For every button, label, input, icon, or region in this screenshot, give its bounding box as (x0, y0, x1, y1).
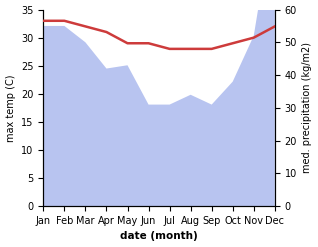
Y-axis label: med. precipitation (kg/m2): med. precipitation (kg/m2) (302, 42, 313, 173)
X-axis label: date (month): date (month) (120, 231, 198, 242)
Y-axis label: max temp (C): max temp (C) (5, 74, 16, 142)
